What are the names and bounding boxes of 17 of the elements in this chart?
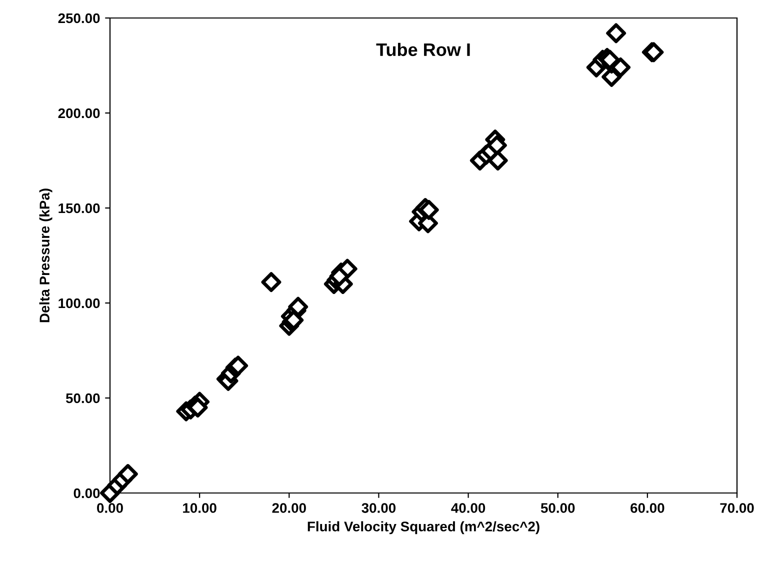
y-axis-title: Delta Pressure (kPa) [39, 188, 52, 322]
y-tick-label: 200.00 [58, 108, 100, 118]
y-tick-label: 0.00 [74, 488, 100, 498]
text: Tube Row I [376, 42, 470, 56]
x-tick-label: 20.00 [272, 503, 306, 513]
y-tick-label: 250.00 [58, 13, 100, 24]
x-tick-label: 50.00 [540, 503, 575, 513]
x-tick-label: 30.00 [362, 503, 396, 513]
y-tick-label: 100.00 [58, 298, 100, 308]
x-tick-label: 60.00 [630, 503, 664, 513]
y-tick-label: 50.00 [66, 393, 100, 404]
y-tick-label: 150.00 [58, 203, 100, 214]
x-tick-label: 0.00 [97, 503, 123, 513]
x-tick-label: 40.00 [451, 503, 486, 513]
x-tick-label: 10.00 [183, 503, 216, 513]
x-tick-label: 70.00 [720, 503, 754, 513]
x-axis-title: Fluid Velocity Squared (m^2/sec^2) [308, 521, 540, 534]
